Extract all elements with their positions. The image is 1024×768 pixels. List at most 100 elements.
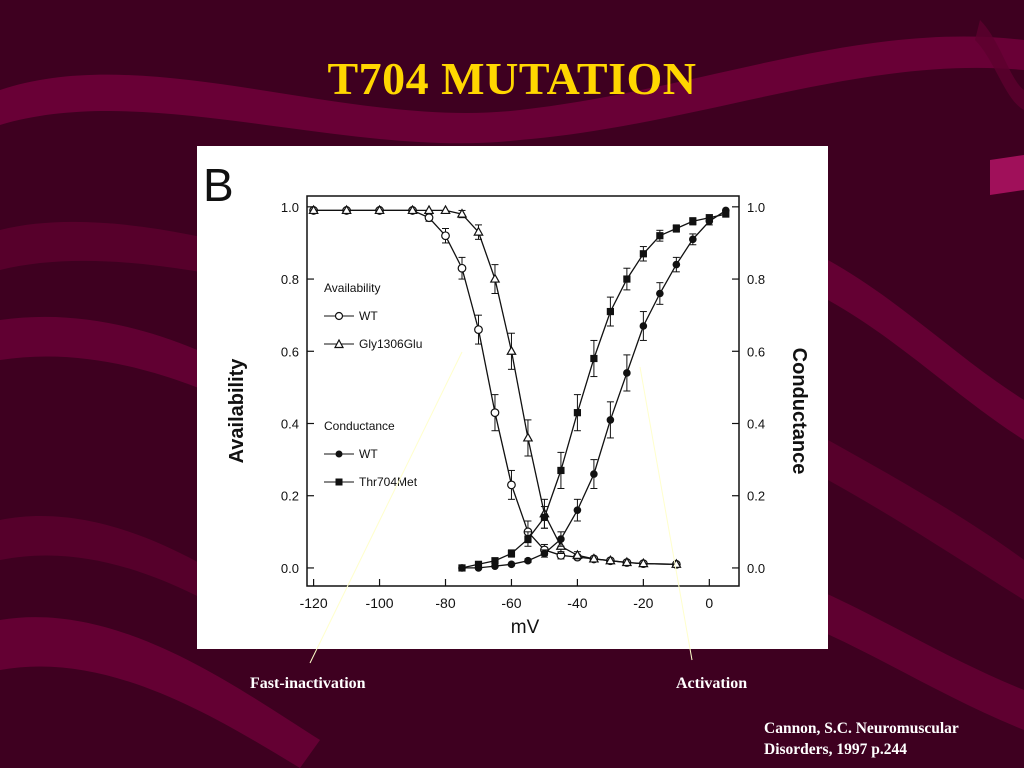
data-point <box>623 275 631 283</box>
legend-item-wt-conductance: WT <box>324 447 378 461</box>
data-point <box>639 322 648 330</box>
legend-heading-conductance: Conductance <box>324 419 395 433</box>
x-tick-label: -60 <box>501 595 521 611</box>
data-series <box>308 204 730 572</box>
x-tick-label: 0 <box>705 595 713 611</box>
data-point <box>441 231 450 241</box>
data-point <box>656 232 664 240</box>
citation-line-2: Disorders, 1997 p.244 <box>764 741 907 758</box>
data-point <box>672 224 680 233</box>
y-tick-label-left: 0.2 <box>281 489 299 504</box>
y-tick-label-right: 1.0 <box>747 200 765 215</box>
y-tick-label-right: 0.0 <box>747 561 765 576</box>
data-point <box>507 549 516 558</box>
y-tick-label-left: 0.6 <box>281 344 299 359</box>
data-point <box>606 307 614 316</box>
x-tick-label: -20 <box>633 595 653 611</box>
citation: Cannon, S.C. Neuromuscular Disorders, 19… <box>764 718 959 760</box>
data-point <box>672 260 681 269</box>
data-point <box>507 480 516 490</box>
data-point <box>573 409 582 417</box>
data-point <box>308 204 319 215</box>
y-tick-label-left: 0.0 <box>281 561 299 576</box>
data-point <box>557 535 565 543</box>
data-point <box>572 549 583 559</box>
legend-item-gly1306glu: Gly1306Glu <box>324 337 422 351</box>
data-point <box>341 204 352 215</box>
series-conductance-thr704met <box>458 210 730 572</box>
legend-item-thr704met: Thr704Met <box>324 475 418 489</box>
legend-label-thr704met: Thr704Met <box>359 475 418 489</box>
callout-activation: Activation <box>676 675 748 692</box>
y-tick-label-right: 0.6 <box>747 344 765 359</box>
x-axis-label: mV <box>511 617 540 638</box>
data-point <box>722 210 730 218</box>
data-point <box>423 204 435 215</box>
y-tick-label-left: 0.8 <box>281 272 299 287</box>
data-point <box>524 535 532 543</box>
panel-label: B <box>203 159 234 211</box>
data-point <box>557 466 565 475</box>
data-point <box>491 557 499 565</box>
data-point <box>458 564 466 572</box>
data-point <box>407 204 418 215</box>
data-point <box>590 354 598 363</box>
data-point <box>473 226 484 236</box>
series-conductance-wt <box>458 206 730 572</box>
data-point <box>524 556 532 565</box>
data-point <box>656 289 664 298</box>
axis-ticks: -120 -100 -80 -60 -40 -20 0 0.0 0.0 0.2 0.2 0.4 0.4 0… <box>281 200 765 611</box>
series-availability-wt <box>309 206 681 569</box>
legend: Availability WT Gly1306Glu Conductance W… <box>324 281 422 489</box>
y-axis-label-right: Conductance <box>788 348 810 475</box>
plot-frame <box>306 195 740 587</box>
legend-label-wt-availability: WT <box>359 309 378 323</box>
legend-item-wt-availability: WT <box>324 309 378 323</box>
data-point <box>424 213 434 223</box>
data-point <box>489 273 501 283</box>
data-point <box>639 250 647 258</box>
legend-label-gly1306glu: Gly1306Glu <box>359 337 422 351</box>
data-point <box>621 556 633 567</box>
data-point <box>506 345 517 355</box>
y-tick-label-left: 0.4 <box>281 417 299 432</box>
data-point <box>374 204 385 215</box>
chart: B -120 -100 -80 -60 -40 -20 0 0.0 0.0 0.2 0.2 0.4 0.… <box>203 159 810 638</box>
data-point <box>689 235 697 244</box>
series-line <box>462 209 727 569</box>
data-point <box>540 513 549 521</box>
x-tick-label: -40 <box>567 595 587 611</box>
data-point <box>440 204 451 215</box>
x-tick-label: -80 <box>435 595 455 611</box>
x-tick-label: -120 <box>300 595 328 611</box>
legend-heading-availability: Availability <box>324 281 380 295</box>
y-axis-label-left: Availability <box>226 358 248 464</box>
data-point <box>457 263 467 273</box>
data-point <box>588 553 600 563</box>
y-tick-label-right: 0.8 <box>747 272 765 287</box>
data-point <box>590 470 598 478</box>
data-point <box>623 369 631 377</box>
series-line <box>461 213 726 569</box>
y-tick-label-right: 0.2 <box>747 489 765 504</box>
data-point <box>456 208 468 218</box>
callout-fast-inactivation: Fast-inactivation <box>250 675 366 692</box>
data-point <box>540 549 549 558</box>
data-point <box>605 554 616 565</box>
series-availability-gly1306glu <box>308 204 682 568</box>
figure-panel: B -120 -100 -80 -60 -40 -20 0 0.0 0.0 0.2 0.2 0.4 0.… <box>197 146 828 649</box>
data-point <box>474 325 483 335</box>
data-point <box>705 214 713 222</box>
data-point <box>573 506 582 514</box>
x-tick-label: -100 <box>366 595 394 611</box>
legend-label-wt-conductance: WT <box>359 447 378 461</box>
y-tick-label-left: 1.0 <box>281 200 299 215</box>
slide-title: T704 MUTATION <box>327 53 697 104</box>
y-tick-label-right: 0.4 <box>747 417 765 432</box>
data-point <box>522 432 534 442</box>
data-point <box>606 416 615 424</box>
data-point <box>474 560 483 568</box>
data-point <box>689 217 697 225</box>
data-point <box>507 560 516 569</box>
data-point <box>490 408 500 418</box>
